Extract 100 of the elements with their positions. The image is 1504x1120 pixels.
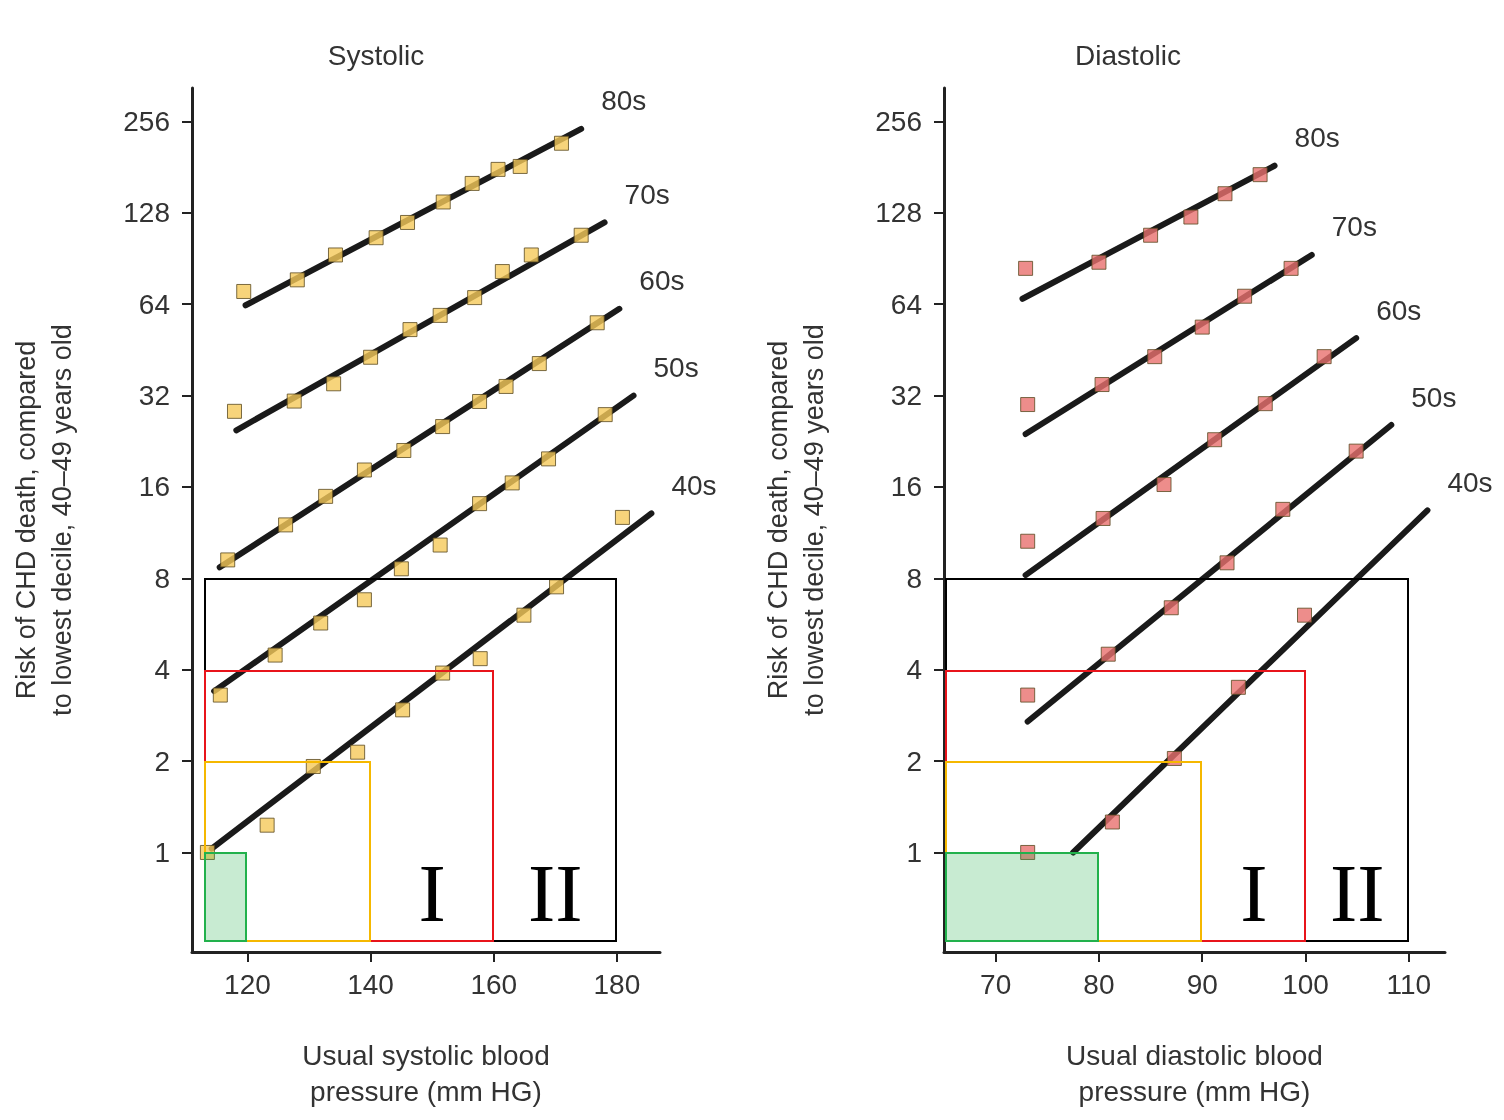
series-label: 50s xyxy=(653,352,699,384)
point xyxy=(327,247,343,263)
point xyxy=(432,307,448,323)
point xyxy=(1163,600,1179,616)
x-tick-label: 100 xyxy=(1282,968,1329,1000)
y-axis-title: Risk of CHD death, compared to lowest decile, 40–49 years old xyxy=(763,324,829,716)
point xyxy=(1020,533,1036,549)
point xyxy=(1257,396,1273,412)
point xyxy=(1217,186,1233,202)
point xyxy=(1297,607,1313,623)
y-tick-label: 128 xyxy=(875,197,922,229)
y-tick-label: 32 xyxy=(138,380,170,412)
y-tick-label: 256 xyxy=(123,105,170,137)
point xyxy=(467,290,483,306)
y-tick-label: 1 xyxy=(154,836,170,868)
x-tick-label: 110 xyxy=(1386,968,1432,1000)
x-tick-label: 90 xyxy=(1186,968,1218,1000)
point xyxy=(1183,209,1199,225)
point xyxy=(356,592,372,608)
y-tick-label: 16 xyxy=(890,471,922,503)
series-label: 60s xyxy=(639,265,685,297)
chart-title: Diastolic xyxy=(1075,39,1181,71)
point xyxy=(267,647,283,663)
y-tick-label: 8 xyxy=(906,562,922,594)
point xyxy=(435,194,451,210)
point xyxy=(1156,477,1172,493)
series-label: 80s xyxy=(601,85,647,117)
point xyxy=(396,443,412,458)
x-tick-label: 140 xyxy=(347,968,394,1000)
point xyxy=(1316,349,1332,365)
point xyxy=(1104,814,1120,830)
point xyxy=(1147,349,1163,365)
series-label: 60s xyxy=(1376,294,1422,326)
point xyxy=(1207,432,1223,448)
point xyxy=(1283,260,1299,276)
y-tick-label: 2 xyxy=(154,745,170,777)
point xyxy=(1348,443,1364,459)
point xyxy=(1237,288,1253,304)
point xyxy=(512,158,528,174)
point xyxy=(432,537,448,553)
point xyxy=(490,161,506,177)
point xyxy=(549,579,565,595)
x-tick-label: 80 xyxy=(1083,968,1115,1000)
point xyxy=(326,376,342,392)
point xyxy=(286,393,302,409)
y-tick-label: 64 xyxy=(890,288,922,320)
point xyxy=(614,509,630,525)
point xyxy=(553,135,569,151)
point xyxy=(1094,377,1110,393)
point xyxy=(1219,555,1235,571)
point xyxy=(212,687,228,703)
point xyxy=(472,393,488,409)
point xyxy=(1020,687,1036,703)
annotation: I xyxy=(1240,848,1268,939)
point xyxy=(597,407,613,423)
point xyxy=(504,475,520,491)
y-tick-label: 128 xyxy=(123,197,170,229)
series-label: 80s xyxy=(1294,122,1340,154)
point xyxy=(363,349,379,365)
point xyxy=(350,744,366,760)
point xyxy=(368,230,384,246)
point xyxy=(1095,510,1111,526)
point xyxy=(400,214,416,230)
y-tick-label: 1 xyxy=(906,836,922,868)
point xyxy=(278,517,294,533)
series-label: 40s xyxy=(1447,466,1493,498)
point xyxy=(1018,260,1034,276)
y-tick-label: 16 xyxy=(138,471,170,503)
point xyxy=(318,488,334,504)
y-tick-label: 8 xyxy=(154,562,170,594)
x-tick-label: 180 xyxy=(593,968,641,1000)
point xyxy=(402,322,418,338)
point xyxy=(220,552,236,568)
y-tick-label: 256 xyxy=(875,105,922,137)
x-tick-label: 120 xyxy=(224,968,271,1000)
point xyxy=(289,272,305,288)
point xyxy=(541,451,557,467)
annotation: II xyxy=(528,848,583,939)
point xyxy=(236,283,252,299)
point xyxy=(589,315,605,331)
y-tick-label: 32 xyxy=(890,380,922,412)
point xyxy=(1194,319,1210,335)
point xyxy=(1143,227,1159,243)
y-tick-label: 64 xyxy=(138,288,170,320)
point xyxy=(356,462,372,478)
point xyxy=(516,607,532,623)
point xyxy=(1100,646,1116,662)
point xyxy=(1091,254,1107,270)
point xyxy=(1252,167,1268,183)
point xyxy=(395,702,411,718)
point xyxy=(1020,844,1036,860)
annotation: I xyxy=(418,848,446,939)
annotation: II xyxy=(1329,848,1385,939)
point xyxy=(1275,501,1291,517)
point xyxy=(472,496,488,512)
point xyxy=(259,817,275,833)
point xyxy=(573,227,589,243)
y-tick-label: 4 xyxy=(906,654,922,686)
x-axis-title: Usual systolic blood pressure (mm HG) xyxy=(302,1039,550,1107)
point xyxy=(494,264,510,280)
